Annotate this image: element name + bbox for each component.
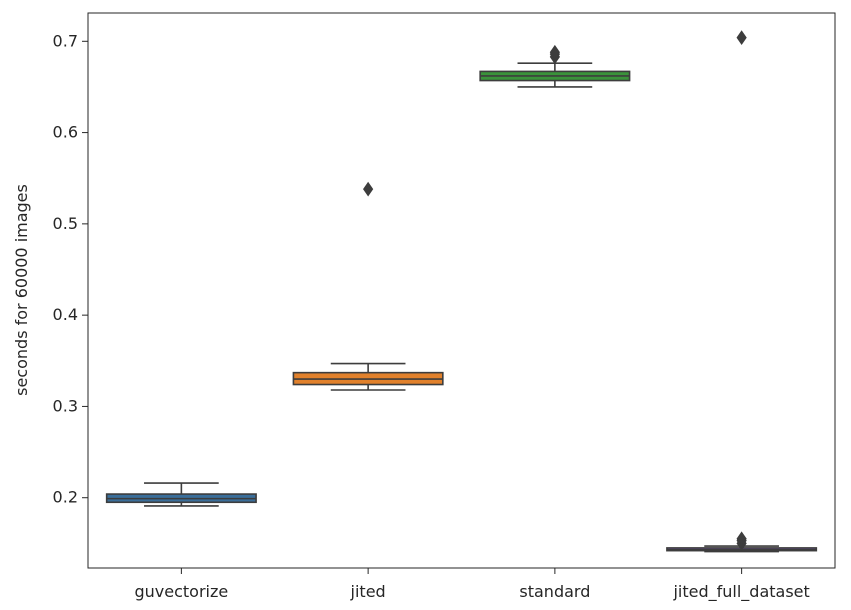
- y-axis: 0.2 0.3 0.4 0.5 0.6 0.7: [53, 31, 88, 507]
- outlier-point: [736, 531, 747, 547]
- outlier-point: [363, 181, 374, 197]
- box-standard: [479, 44, 631, 88]
- plot-area: [105, 30, 818, 553]
- plot-frame: [87, 12, 836, 569]
- y-tick-label: 0.4: [53, 305, 78, 324]
- box-guvectorize: [105, 482, 257, 507]
- outlier-point: [549, 44, 560, 60]
- y-tick-label: 0.2: [53, 488, 78, 507]
- x-tick-label: guvectorize: [135, 582, 229, 601]
- x-axis: guvectorize jited standard jited_full_datas…: [135, 568, 810, 602]
- y-tick-label: 0.7: [53, 31, 78, 50]
- x-tick-label: jited_full_dataset: [672, 582, 809, 602]
- y-tick-label: 0.3: [53, 396, 78, 415]
- box-jited_full_dataset: [666, 30, 818, 553]
- y-tick-label: 0.5: [53, 214, 78, 233]
- outlier-point: [736, 30, 747, 46]
- box-jited: [292, 181, 444, 391]
- x-tick-label: jited: [350, 582, 386, 601]
- x-tick-label: standard: [519, 582, 590, 601]
- y-axis-label: seconds for 60000 images: [12, 184, 31, 396]
- y-tick-label: 0.6: [53, 123, 78, 142]
